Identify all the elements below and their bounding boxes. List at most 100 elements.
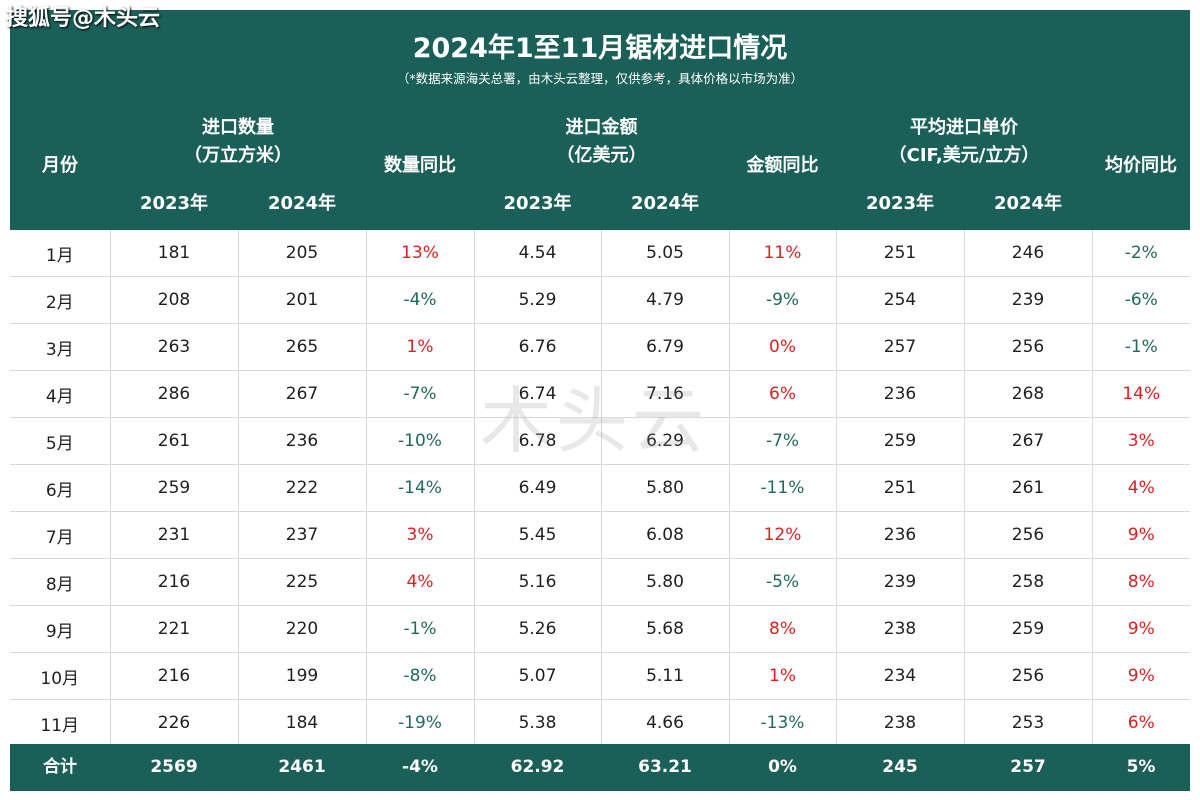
cell-price-2024: 259 [964,605,1093,653]
cell-qty-2024: 205 [238,230,367,277]
cell-price-2023: 251 [836,230,965,277]
cell-qty-2024: 225 [238,558,367,606]
table-row: 5月 261 236 -10% 6.78 6.29 -7% 259 267 3% [10,417,1190,465]
table-row: 2月 208 201 -4% 5.29 4.79 -9% 254 239 -6% [10,276,1190,324]
cell-amt-2024: 4.79 [601,276,730,324]
cell-qty-yoy: -8% [366,652,475,700]
table-row: 10月 216 199 -8% 5.07 5.11 1% 234 256 9% [10,652,1190,700]
cell-price-2023: 251 [836,464,965,512]
cell-amt-yoy: -5% [729,558,837,606]
cell-amt-2024: 5.05 [601,230,730,277]
total-amt-2023: 62.92 [510,757,565,777]
header-amt-unit: （亿美元） [556,145,647,166]
cell-price-yoy: -6% [1092,276,1190,324]
cell-price-yoy: -1% [1092,323,1190,371]
cell-price-2023: 234 [836,652,965,700]
total-qty-2023: 2569 [150,757,198,777]
cell-price-2023: 236 [836,511,965,559]
header-price-2024: 2024年 [993,193,1063,214]
table-row: 9月 221 220 -1% 5.26 5.68 8% 238 259 9% [10,605,1190,653]
cell-qty-yoy: -10% [366,417,475,465]
cell-amt-2024: 6.79 [601,323,730,371]
cell-qty-2024: 199 [238,652,367,700]
cell-qty-2024: 236 [238,417,367,465]
cell-amt-yoy: -9% [729,276,837,324]
cell-month: 10月 [10,652,111,700]
cell-price-2024: 268 [964,370,1093,418]
cell-qty-yoy: -4% [366,276,475,324]
cell-qty-2024: 267 [238,370,367,418]
cell-qty-yoy: -1% [366,605,475,653]
total-price-yoy: 5% [1126,757,1156,777]
cell-price-2023: 257 [836,323,965,371]
total-amt-2024: 63.21 [638,757,692,777]
header-qty-yoy: 数量同比 [384,155,456,176]
cell-amt-yoy: 0% [729,323,837,371]
cell-month: 2月 [10,276,111,324]
cell-price-2024: 267 [964,417,1093,465]
header-price-yoy: 均价同比 [1105,155,1177,176]
cell-qty-2023: 226 [110,699,239,747]
header-qty-group: 进口数量 [202,117,274,138]
cell-price-yoy: 9% [1092,605,1190,653]
cell-qty-yoy: 3% [366,511,475,559]
cell-amt-2023: 6.78 [474,417,602,465]
cell-price-yoy: 3% [1092,417,1190,465]
cell-qty-yoy: -7% [366,370,475,418]
header-price-2023: 2023年 [865,193,935,214]
cell-amt-yoy: 6% [729,370,837,418]
table-row: 1月 181 205 13% 4.54 5.05 11% 251 246 -2% [10,230,1190,277]
cell-amt-2024: 5.80 [601,464,730,512]
cell-amt-yoy: -11% [729,464,837,512]
total-amt-yoy: 0% [768,757,797,777]
cell-amt-2023: 5.45 [474,511,602,559]
cell-price-yoy: 9% [1092,652,1190,700]
cell-price-2023: 254 [836,276,965,324]
header-price-unit: （CIF,美元/立方） [888,145,1040,166]
cell-month: 1月 [10,230,111,277]
cell-price-yoy: 8% [1092,558,1190,606]
cell-amt-2023: 5.16 [474,558,602,606]
table-header: 2024年1至11月锯材进口情况 （*数据来源海关总署，由木头云整理，仅供参考，… [10,10,1190,230]
cell-qty-yoy: -19% [366,699,475,747]
table-frame: 2024年1至11月锯材进口情况 （*数据来源海关总署，由木头云整理，仅供参考，… [10,10,1190,791]
source-watermark: 搜狐号@木头云 [6,6,161,31]
cell-amt-2023: 5.07 [474,652,602,700]
cell-qty-2023: 263 [110,323,239,371]
cell-price-2023: 259 [836,417,965,465]
cell-amt-yoy: 1% [729,652,837,700]
cell-qty-2023: 221 [110,605,239,653]
cell-qty-2024: 265 [238,323,367,371]
cell-amt-2023: 6.49 [474,464,602,512]
cell-price-yoy: 6% [1092,699,1190,747]
cell-price-2024: 258 [964,558,1093,606]
cell-amt-2023: 6.74 [474,370,602,418]
table-row: 4月 286 267 -7% 6.74 7.16 6% 236 268 14% [10,370,1190,418]
cell-amt-2024: 4.66 [601,699,730,747]
cell-price-2024: 246 [964,230,1093,277]
cell-amt-2024: 5.11 [601,652,730,700]
header-qty-unit: （万立方米） [184,145,292,166]
cell-month: 7月 [10,511,111,559]
cell-amt-2023: 6.76 [474,323,602,371]
cell-amt-2024: 6.29 [601,417,730,465]
cell-amt-2023: 5.26 [474,605,602,653]
total-label: 合计 [43,757,77,777]
cell-qty-yoy: -14% [366,464,475,512]
cell-amt-yoy: -7% [729,417,837,465]
cell-qty-2024: 201 [238,276,367,324]
cell-month: 3月 [10,323,111,371]
page-subtitle: （*数据来源海关总署，由木头云整理，仅供参考，具体价格以市场为准） [396,71,804,86]
cell-amt-2024: 5.80 [601,558,730,606]
cell-price-2023: 239 [836,558,965,606]
cell-price-yoy: 4% [1092,464,1190,512]
cell-qty-2023: 259 [110,464,239,512]
cell-price-2024: 253 [964,699,1093,747]
cell-qty-2023: 216 [110,558,239,606]
page-title: 2024年1至11月锯材进口情况 [412,33,788,64]
header-qty-2023: 2023年 [139,193,209,214]
cell-qty-2023: 231 [110,511,239,559]
cell-amt-2024: 7.16 [601,370,730,418]
cell-qty-2024: 184 [238,699,367,747]
cell-qty-yoy: 4% [366,558,475,606]
